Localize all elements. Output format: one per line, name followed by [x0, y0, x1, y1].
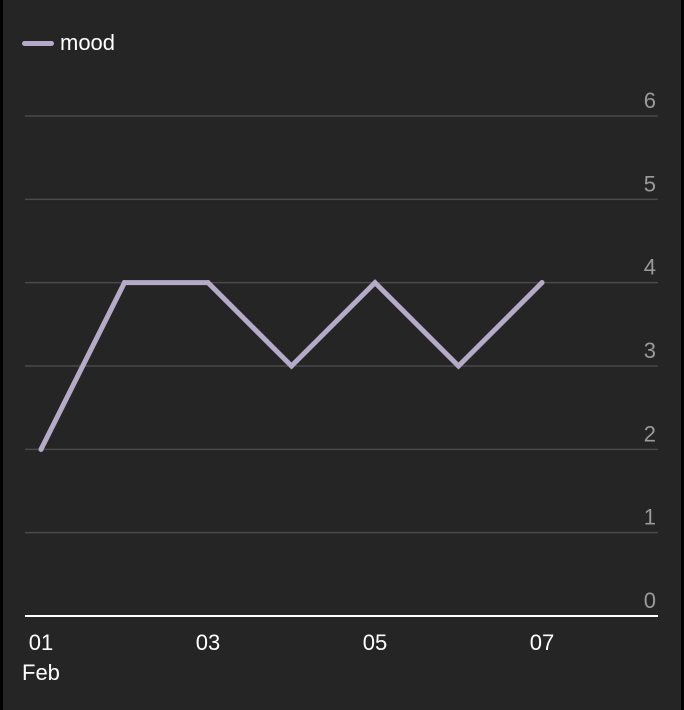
y-tick-label-3: 3 — [644, 338, 656, 363]
x-tick-label-01: 01 — [29, 630, 53, 655]
data-point-mood-04[interactable] — [289, 363, 294, 369]
x-tick-label-05: 05 — [363, 630, 387, 655]
data-point-mood-06[interactable] — [456, 363, 461, 369]
chart-panel — [3, 0, 681, 710]
y-tick-label-0: 0 — [644, 588, 656, 613]
chart-legend[interactable]: mood — [22, 30, 115, 56]
y-tick-label-1: 1 — [644, 505, 656, 530]
legend-swatch-mood — [22, 40, 54, 46]
y-tick-label-2: 2 — [644, 421, 656, 446]
y-axis-ticks: 0 1 2 3 4 5 6 — [644, 88, 656, 613]
y-tick-label-5: 5 — [644, 171, 656, 196]
series-layer — [38, 279, 545, 452]
data-point-mood-03[interactable] — [205, 280, 211, 286]
y-tick-label-4: 4 — [644, 255, 656, 280]
legend-label-mood: mood — [60, 30, 116, 55]
x-tick-label-07: 07 — [530, 630, 554, 655]
data-point-mood-01[interactable] — [38, 446, 44, 452]
x-tick-label-03: 03 — [196, 630, 220, 655]
data-point-mood-02[interactable] — [122, 280, 127, 286]
x-axis-ticks: 01 03 05 07 — [29, 630, 554, 655]
y-tick-label-6: 6 — [644, 88, 656, 113]
data-point-mood-07[interactable] — [539, 280, 545, 286]
grid-lines — [25, 115, 658, 534]
data-point-mood-05[interactable] — [372, 280, 378, 286]
x-axis-month-label: Feb — [22, 660, 60, 685]
